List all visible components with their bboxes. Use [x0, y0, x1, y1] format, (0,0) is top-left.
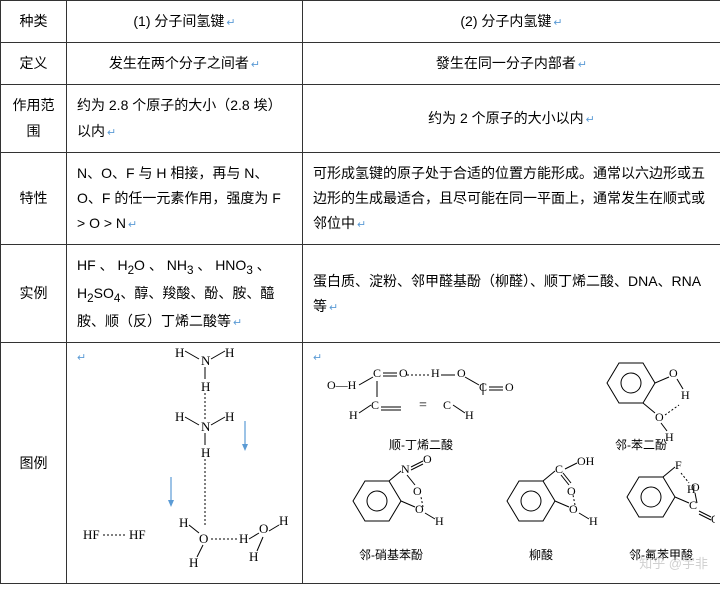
svg-text:O: O	[399, 366, 408, 380]
diagram-col1: ↵ N H H H N H H	[67, 343, 303, 584]
example-row: 实例 HF 、 H2O 、 NH3 、 HNO3 、H2SO4、醇、羧酸、酚、胺…	[1, 245, 720, 343]
svg-text:O: O	[199, 531, 208, 546]
example-col1: HF 、 H2O 、 NH3 、 HNO3 、H2SO4、醇、羧酸、酚、胺、醯胺…	[67, 245, 303, 343]
range-row: 作用范围 约为 2.8 个原子的大小（2.8 埃）以内↵ 约为 2 个原子的大小…	[1, 85, 720, 152]
svg-text:H: H	[201, 379, 210, 394]
svg-text:HF: HF	[129, 527, 146, 542]
svg-text:H: H	[349, 408, 358, 422]
svg-text:H: H	[189, 555, 198, 570]
definition-col2: 發生在同一分子内部者↵	[303, 43, 720, 85]
svg-text:O: O	[415, 502, 424, 516]
example-col2: 蛋白质、淀粉、邻甲醛基酚（柳醛）、顺丁烯二酸、DNA、RNA 等↵	[303, 245, 720, 343]
hydrogen-bond-table: 种类 (1) 分子间氢键↵ (2) 分子内氢键↵ 定义 发生在两个分子之间者↵ …	[0, 0, 720, 584]
svg-text:O: O	[413, 484, 422, 498]
svg-text:O: O	[655, 410, 664, 424]
svg-text:O: O	[505, 380, 514, 394]
svg-text:C: C	[555, 462, 563, 476]
svg-text:H: H	[589, 514, 598, 528]
svg-text:C: C	[371, 398, 379, 412]
svg-text:H: H	[279, 513, 288, 528]
svg-text:H: H	[435, 514, 444, 528]
label-nitrophenol: 邻-硝基苯酚	[359, 545, 423, 567]
intramolecular-diagram: O—H C O H O C O C H	[307, 347, 715, 571]
range-label: 作用范围	[1, 85, 67, 152]
range-col1: 约为 2.8 个原子的大小（2.8 埃）以内↵	[67, 85, 303, 152]
svg-text:H: H	[175, 347, 184, 360]
property-label: 特性	[1, 152, 67, 245]
svg-text:HF: HF	[83, 527, 100, 542]
svg-text:C: C	[373, 366, 381, 380]
svg-text:H: H	[179, 515, 188, 530]
label-catechol: 邻-苯二酚	[615, 435, 667, 457]
svg-text:O: O	[457, 366, 466, 380]
header-row: 种类 (1) 分子间氢键↵ (2) 分子内氢键↵	[1, 1, 720, 43]
diagram-row: 图例 ↵ N H H H N H	[1, 343, 720, 584]
svg-text:H: H	[175, 409, 184, 424]
svg-text:O: O	[711, 512, 715, 526]
svg-text:=: =	[419, 398, 427, 413]
svg-text:H: H	[225, 347, 234, 360]
header-col1: (1) 分子间氢键↵	[67, 1, 303, 43]
svg-text:H: H	[249, 549, 258, 564]
svg-text:O: O	[569, 502, 578, 516]
property-col1: N、O、F 与 H 相接，再与 N、O、F 的任一元素作用，强度为 F > O …	[67, 152, 303, 245]
watermark: 知乎 @宇非	[639, 552, 708, 575]
example-label: 实例	[1, 245, 67, 343]
svg-text:O: O	[567, 484, 576, 498]
svg-text:F: F	[675, 458, 682, 472]
svg-text:N: N	[201, 419, 211, 434]
svg-text:N: N	[201, 353, 211, 368]
diagram-col2: ↵ O—H C O H O C O	[303, 343, 720, 584]
label-salicylic: 柳酸	[529, 545, 553, 567]
range-col2: 约为 2 个原子的大小以内↵	[303, 85, 720, 152]
svg-text:H: H	[431, 366, 440, 380]
diagram-label: 图例	[1, 343, 67, 584]
svg-text:H: H	[239, 531, 248, 546]
svg-text:H: H	[681, 388, 690, 402]
svg-text:C: C	[443, 398, 451, 412]
svg-text:O: O	[259, 521, 268, 536]
definition-label: 定义	[1, 43, 67, 85]
svg-text:H: H	[465, 408, 474, 422]
svg-text:O: O	[691, 480, 700, 494]
svg-text:O: O	[669, 366, 678, 380]
svg-text:OH: OH	[577, 454, 595, 468]
property-col2: 可形成氢键的原子处于合适的位置方能形成。通常以六边形或五边形的生成最适合，且尽可…	[303, 152, 720, 245]
svg-text:H: H	[225, 409, 234, 424]
svg-text:H: H	[201, 445, 210, 460]
definition-row: 定义 发生在两个分子之间者↵ 發生在同一分子内部者↵	[1, 43, 720, 85]
header-col2: (2) 分子内氢键↵	[303, 1, 720, 43]
intermolecular-diagram: N H H H N H H H	[71, 347, 297, 571]
header-label: 种类	[1, 1, 67, 43]
label-maleic: 顺-丁烯二酸	[389, 435, 453, 457]
svg-text:N: N	[401, 462, 410, 476]
property-row: 特性 N、O、F 与 H 相接，再与 N、O、F 的任一元素作用，强度为 F >…	[1, 152, 720, 245]
svg-text:C: C	[689, 498, 697, 512]
svg-text:O—H: O—H	[327, 378, 357, 392]
definition-col1: 发生在两个分子之间者↵	[67, 43, 303, 85]
